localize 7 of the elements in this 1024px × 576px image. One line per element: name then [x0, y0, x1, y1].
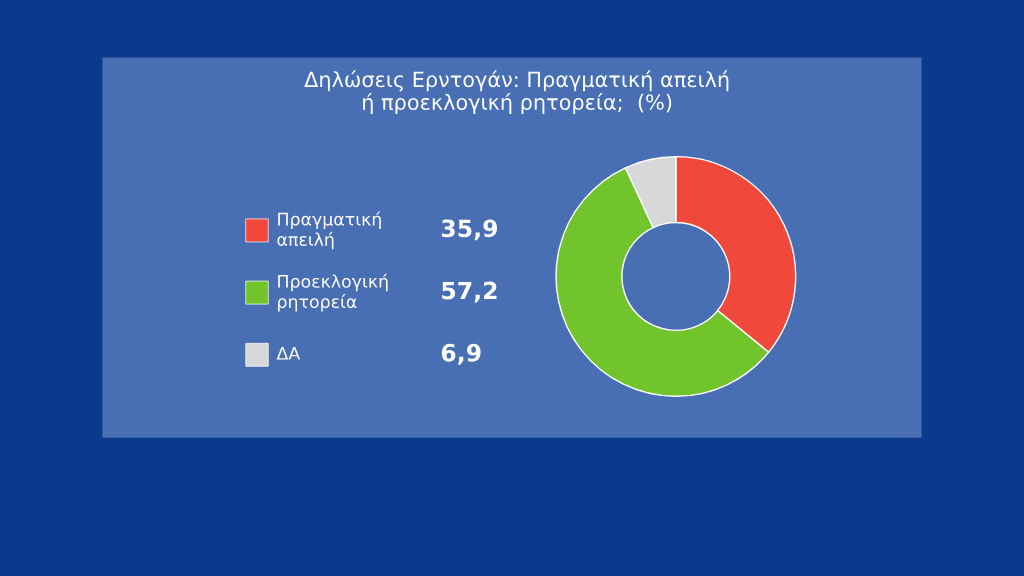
- legend-label: Προεκλογική ρητορεία: [278, 273, 388, 312]
- legend-label: Πραγματική απειλή: [277, 211, 381, 250]
- chart-title: Δηλώσεις Ερντογάν: Πραγματική απειλή ή προεκλογική ρητορεία; (%): [304, 70, 729, 115]
- data-label: 6,9: [441, 343, 481, 365]
- legend-label: ΔΑ: [276, 346, 301, 360]
- data-label: 57,2: [442, 281, 497, 303]
- data-label: 35,9: [441, 219, 498, 241]
